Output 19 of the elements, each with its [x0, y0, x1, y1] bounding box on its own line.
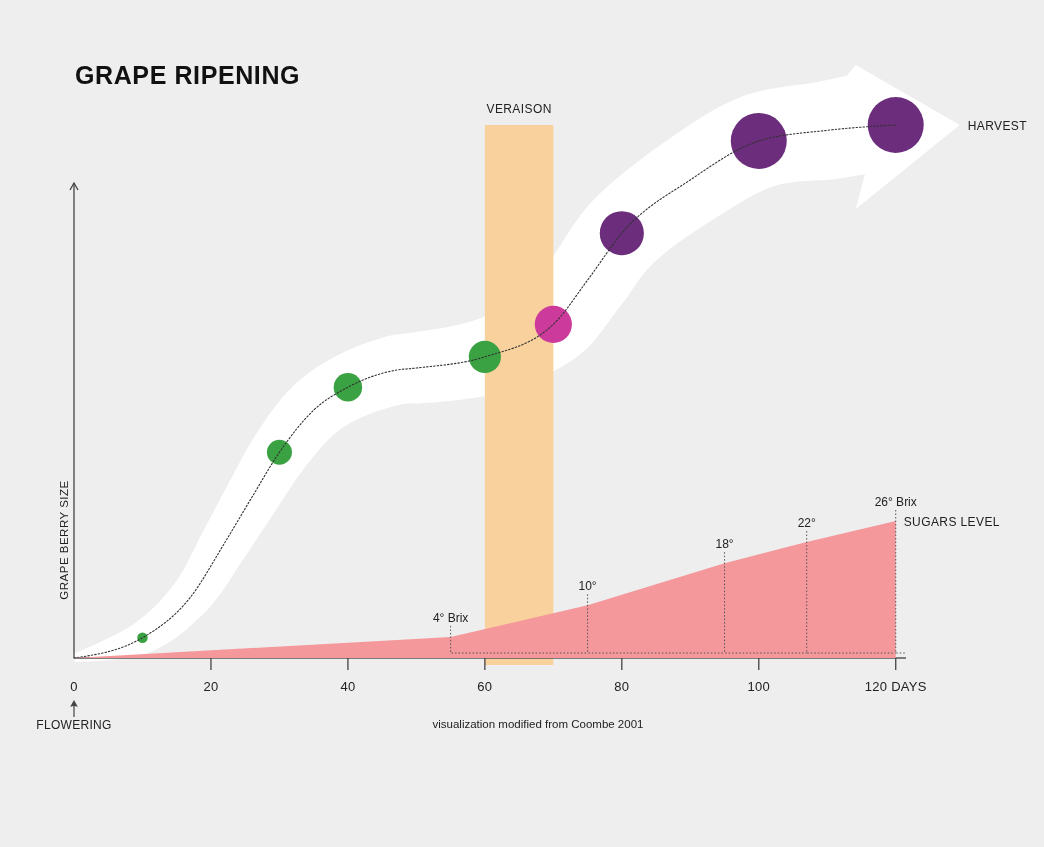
text: FLOWERING — [36, 718, 112, 732]
data-label: 18° — [715, 537, 734, 552]
data-label: 10° — [578, 579, 597, 594]
data-label: 22° — [797, 516, 816, 531]
x-tick-label: 80 — [614, 679, 630, 694]
x-tick-label: 20 — [203, 679, 219, 694]
band-label: VERAISON — [486, 102, 552, 116]
series-label: SUGARS LEVEL — [903, 515, 1000, 529]
x-tick-label: 120 DAYS — [864, 679, 927, 694]
x-tick-label: 100 — [747, 679, 771, 694]
chart-title: GRAPE RIPENING — [75, 61, 301, 89]
data-label: 4° Brix — [432, 610, 469, 625]
data-label: 26° Brix — [874, 495, 917, 509]
y-axis-title: GRAPE BERRY SIZE — [58, 480, 70, 600]
text: visualization modified from Coombe 2001 — [432, 718, 644, 730]
x-tick-label: 0 — [70, 679, 78, 694]
x-tick-label: 60 — [477, 679, 493, 694]
text: HARVEST — [967, 119, 1028, 133]
x-tick-label: 40 — [340, 679, 356, 694]
